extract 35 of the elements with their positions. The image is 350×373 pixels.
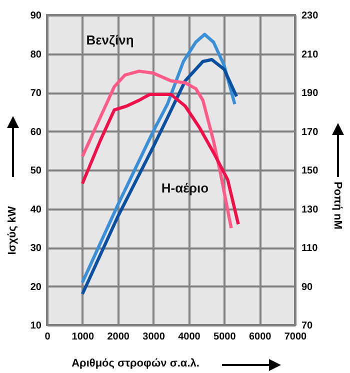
y-tick-label: 30: [30, 243, 42, 254]
x-tick-label: 2000: [107, 332, 130, 342]
y2-tick-label: 110: [302, 243, 318, 254]
y2-tick-label: 70: [302, 320, 314, 332]
y2-tick-label: 130: [302, 204, 319, 216]
x-tick-label: 4000: [178, 332, 201, 342]
line-series: [80, 58, 238, 296]
y-tick-label: 70: [30, 88, 42, 99]
y2-tick-label: 190: [302, 88, 319, 99]
line-series: [80, 32, 236, 284]
y2-tick-label: 230: [302, 10, 319, 22]
y2-tick-label: 170: [302, 126, 319, 138]
y-tick-label: 20: [30, 282, 42, 293]
y2-axis-title: Ροπή nM: [332, 182, 344, 230]
annotation: Βενζίνη: [86, 32, 134, 48]
line-series: [80, 92, 240, 226]
annotation: H-αέριο: [161, 180, 209, 196]
x-tick-label: 1000: [72, 332, 94, 342]
y-tick-label: 10: [30, 320, 42, 332]
y2-tick-label: 90: [302, 282, 314, 293]
x-tick-label: 6000: [248, 332, 272, 342]
y-tick-label: 50: [30, 166, 42, 176]
y-axis-title: Ισχύς kW: [6, 206, 18, 255]
y-tick-label: 80: [30, 49, 42, 60]
y-tick-label: 60: [30, 126, 42, 138]
x-tick-label: 0: [44, 332, 51, 342]
y-tick-label: 40: [30, 204, 42, 216]
x-tick-label: 3000: [142, 332, 166, 342]
x-axis-title: Αριθμός στροφών σ.α.λ.: [72, 358, 200, 370]
x-tick-label: 5000: [214, 332, 236, 342]
line-series: [80, 70, 233, 230]
x-tick-label: 7000: [284, 332, 308, 342]
y2-tick-label: 150: [302, 166, 319, 176]
y-tick-label: 90: [30, 10, 42, 22]
y2-tick-label: 210: [302, 49, 319, 60]
